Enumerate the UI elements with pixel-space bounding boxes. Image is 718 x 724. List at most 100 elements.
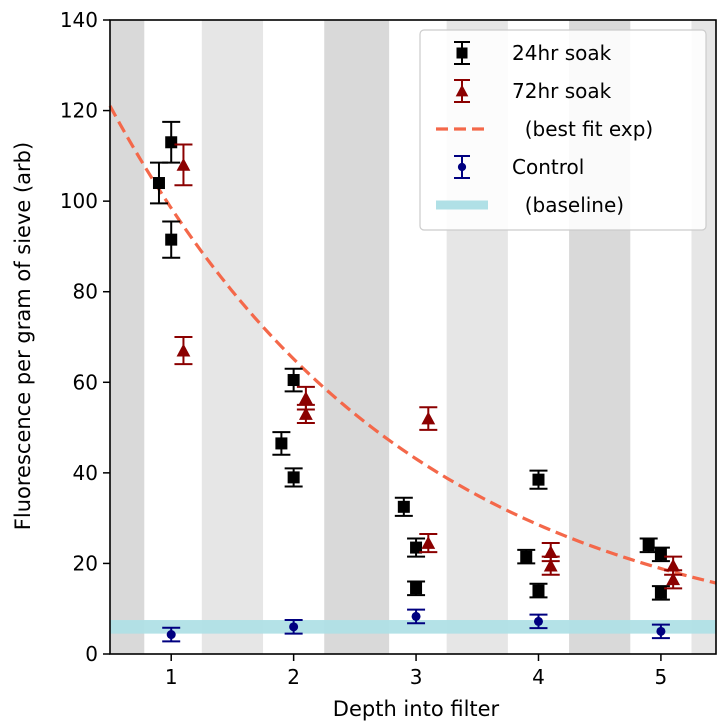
y-axis-label: Fluorescence per gram of sieve (arb) <box>11 142 35 530</box>
data-point <box>272 431 291 456</box>
data-point <box>174 143 193 187</box>
data-point <box>639 537 658 554</box>
marker-square <box>654 586 667 599</box>
data-point <box>162 220 181 259</box>
data-point <box>419 532 438 554</box>
marker-square <box>642 539 655 552</box>
y-tick-label: 0 <box>85 642 98 666</box>
marker-square <box>520 550 533 563</box>
data-point <box>296 403 315 425</box>
data-point <box>651 623 670 640</box>
y-tick-label: 80 <box>73 280 98 304</box>
marker-triangle <box>666 572 681 586</box>
legend-box <box>419 29 707 231</box>
legend-entry: 24hr soak <box>454 41 612 65</box>
data-point <box>664 555 683 576</box>
background-band <box>110 20 145 654</box>
data-point <box>529 613 548 630</box>
axes: 0 20 40 60 80 100 120 140 1 2 3 4 5 <box>60 8 717 689</box>
legend: 24hr soak 72hr soak (best fit exp) Control… <box>419 29 707 231</box>
data-point <box>407 580 426 597</box>
x-tick-label: 5 <box>655 665 668 689</box>
legend-label: 72hr soak <box>512 79 612 103</box>
marker-triangle <box>298 407 313 420</box>
marker-square <box>152 177 165 190</box>
legend-label: Control <box>512 155 584 179</box>
marker-triangle <box>455 84 469 97</box>
fit-curve-group <box>108 105 717 585</box>
x-tick-label: 3 <box>410 665 423 689</box>
marker-square <box>410 582 423 595</box>
plot-frame <box>109 19 717 655</box>
data-point <box>284 467 303 488</box>
x-tick-label: 2 <box>287 665 300 689</box>
data-point <box>541 555 560 576</box>
data-point <box>174 336 193 366</box>
marker-square <box>532 584 545 597</box>
data-points <box>149 120 683 643</box>
marker-square <box>397 500 410 513</box>
marker-square <box>410 541 423 554</box>
marker-square <box>654 548 667 561</box>
baseline-band <box>110 620 716 634</box>
background-band <box>324 20 390 654</box>
data-point <box>284 367 303 393</box>
marker-circle <box>656 626 666 636</box>
data-point <box>664 569 683 590</box>
data-point <box>529 469 548 490</box>
x-tick-label: 4 <box>532 665 545 689</box>
marker-circle <box>533 616 543 626</box>
marker-circle <box>166 630 176 640</box>
marker-square <box>275 437 288 450</box>
marker-triangle <box>543 558 558 572</box>
baseline-band-rect <box>110 620 716 634</box>
series-circle <box>162 608 670 643</box>
marker-triangle <box>666 558 681 572</box>
y-tick-label: 20 <box>73 551 98 575</box>
marker-square <box>456 47 468 59</box>
y-tick-label: 140 <box>60 8 98 32</box>
data-point <box>284 619 303 635</box>
marker-square <box>165 233 178 246</box>
marker-circle <box>289 622 299 632</box>
fit-curve <box>108 105 717 585</box>
data-point <box>149 161 168 205</box>
legend-entry: (baseline) <box>436 193 624 217</box>
series-triangle <box>174 143 683 590</box>
data-point <box>162 120 181 164</box>
legend-label: 24hr soak <box>512 41 612 65</box>
y-tick-label: 100 <box>60 189 98 213</box>
series-square <box>149 120 670 601</box>
data-point <box>419 406 438 431</box>
data-point <box>407 608 426 625</box>
marker-square <box>165 136 178 149</box>
legend-entry: 72hr soak <box>454 79 612 103</box>
marker-square <box>287 374 300 387</box>
x-axis-label: Depth into filter <box>333 697 500 721</box>
marker-triangle <box>176 343 191 357</box>
y-tick-label: 40 <box>73 461 98 485</box>
legend-label: (baseline) <box>512 193 624 217</box>
data-point <box>651 546 670 563</box>
background-band <box>201 20 264 654</box>
marker-square <box>287 471 300 484</box>
marker-triangle <box>543 545 558 558</box>
marker-circle <box>457 162 467 172</box>
marker-triangle <box>421 536 436 549</box>
y-tick-label: 120 <box>60 99 98 123</box>
marker-triangle <box>298 391 313 405</box>
data-point <box>529 582 548 599</box>
marker-circle <box>411 611 421 621</box>
data-point <box>407 537 426 558</box>
marker-triangle <box>176 158 191 171</box>
y-tick-label: 60 <box>73 370 98 394</box>
legend-entry: Control <box>454 155 584 179</box>
marker-square <box>532 473 545 486</box>
data-point <box>394 496 413 517</box>
data-point <box>517 548 536 565</box>
legend-label: (best fit exp) <box>512 117 653 141</box>
data-point <box>162 626 181 643</box>
marker-triangle <box>421 411 436 425</box>
legend-entry: (best fit exp) <box>436 117 653 141</box>
